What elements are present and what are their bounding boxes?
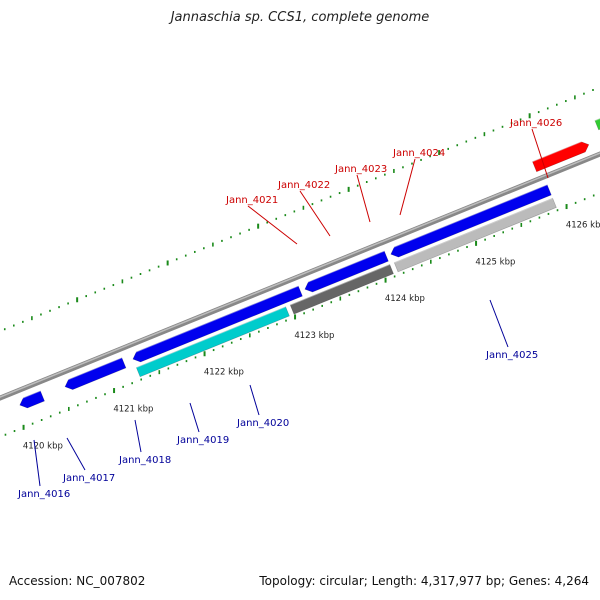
forward-tick-track: [3, 89, 594, 331]
gene-arrow[interactable]: [132, 285, 303, 363]
gene-leader-line: [531, 128, 549, 179]
backbone-line: [0, 151, 600, 401]
gene-label[interactable]: Jann_4021: [225, 195, 278, 206]
gene-arrow-shine: [17, 390, 41, 401]
gene-leader-line: [33, 439, 41, 487]
gene-label[interactable]: Jann_4019: [176, 435, 229, 446]
gene-label[interactable]: Jann_4017: [62, 473, 115, 484]
feature-block[interactable]: [393, 197, 557, 273]
gene-leader-line: [189, 402, 200, 433]
gene-label[interactable]: Jann_4026: [509, 118, 562, 129]
gene-label[interactable]: Jann_4022: [277, 180, 330, 191]
reverse-tick-track: [4, 194, 595, 436]
tick-label: 4126 kbp: [566, 221, 600, 231]
genome-backbone: [0, 151, 600, 401]
gene-label[interactable]: Jann_4025: [485, 350, 538, 361]
accession-label: Accession: NC_007802: [9, 574, 146, 588]
gene-leader-line: [249, 384, 260, 416]
gene-leader-line: [66, 437, 86, 471]
gene-label[interactable]: Jann_4018: [118, 455, 171, 466]
gene-arrow-shine: [302, 250, 385, 285]
gene-leader-line: [299, 190, 331, 237]
feature-block-shine: [394, 197, 553, 264]
gene-arrow[interactable]: [19, 390, 45, 409]
tick-label: 4125 kbp: [475, 257, 515, 267]
gene-label[interactable]: Jann_4023: [334, 164, 387, 175]
gene-label[interactable]: Jann_4024: [392, 148, 445, 159]
feature-block-shine: [289, 263, 390, 306]
gene-arrow[interactable]: [304, 250, 389, 293]
gene-arrow-shine: [388, 184, 548, 250]
tick-label: 4120 kbp: [23, 441, 63, 451]
genome-summary: Topology: circular; Length: 4,317,977 bp…: [259, 574, 589, 588]
gene-leader-line: [247, 205, 298, 245]
gene-label[interactable]: Jann_4020: [236, 418, 289, 429]
tick-label: 4123 kbp: [294, 331, 334, 341]
feature-block[interactable]: [135, 306, 290, 378]
gene-leader-line: [489, 299, 509, 348]
tick-label: 4121 kbp: [113, 405, 153, 415]
feature-block-shine: [136, 306, 286, 369]
gene-leader-line: [134, 419, 142, 453]
gene-arrow-shine: [62, 357, 123, 383]
gene-leader-line: [399, 158, 416, 216]
tick-label: 4124 kbp: [385, 294, 425, 304]
gene-arrow[interactable]: [390, 184, 552, 258]
feature-block-shine: [594, 117, 600, 122]
gene-track: [17, 133, 600, 409]
gene-leader-line: [356, 174, 371, 223]
diagram-title: Jannaschia sp. CCS1, complete genome: [170, 10, 430, 25]
backbone-highlight: [0, 152, 600, 398]
feature-block[interactable]: [594, 82, 600, 131]
gene-arrow[interactable]: [64, 357, 127, 390]
gene-label[interactable]: Jann_4016: [17, 489, 70, 500]
feature-track: [135, 82, 600, 378]
tick-label: 4122 kbp: [204, 368, 244, 378]
feature-block[interactable]: [289, 264, 394, 315]
gene-arrow[interactable]: [532, 141, 590, 173]
gene-arrow-shine: [130, 285, 299, 355]
label-layer: 4120 kbp 4121 kbp 4122 kbp 4123 kbp 4124 kbp…: [17, 118, 600, 500]
